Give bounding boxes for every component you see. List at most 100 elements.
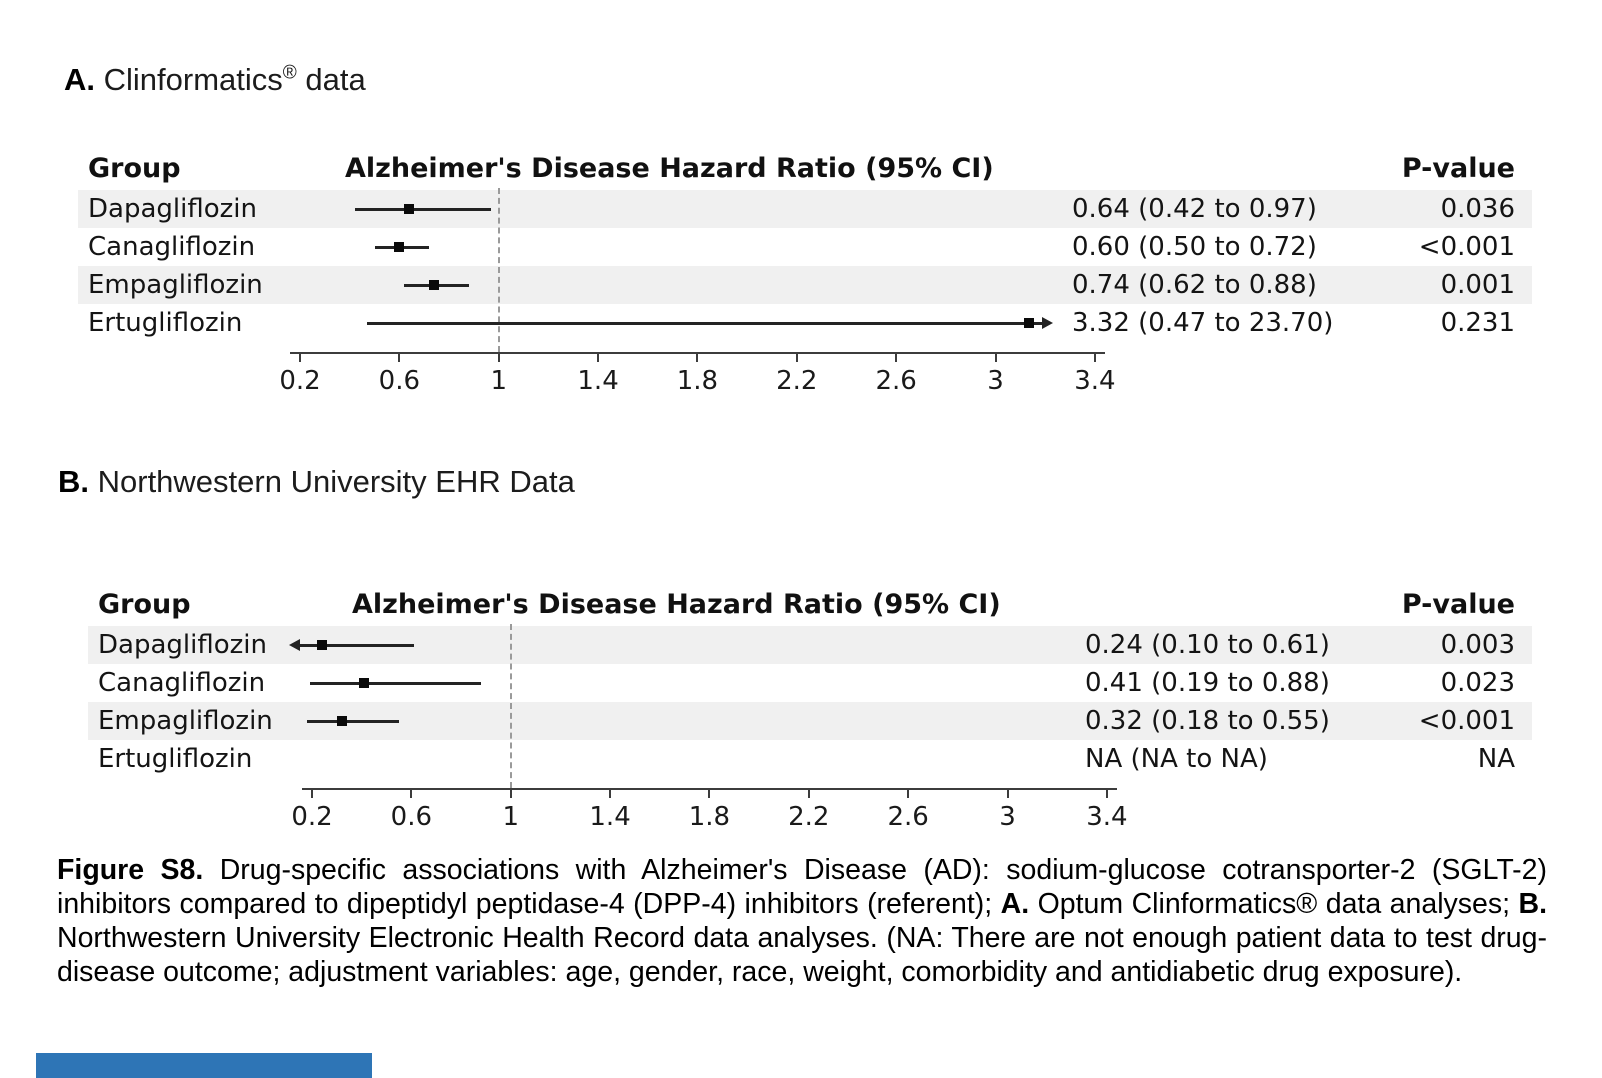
ci-clip-arrow-right: [1042, 317, 1053, 329]
axis-tick-label: 1.8: [676, 366, 719, 396]
axis-tick: [907, 788, 910, 798]
p-value-text: <0.001: [1418, 232, 1515, 262]
reference-line-hr-1: [509, 624, 512, 788]
text-segment: A.: [1000, 888, 1030, 920]
group-label: Ertugliflozin: [98, 744, 253, 774]
axis-tick-label: 1.4: [577, 366, 619, 396]
group-label: Canagliflozin: [88, 232, 256, 262]
text-segment: Drug-specific associations with Alzheime…: [57, 854, 1547, 920]
axis-tick: [509, 788, 512, 798]
axis-tick: [1006, 788, 1009, 798]
axis-tick: [994, 352, 997, 362]
p-value-text: 0.023: [1440, 668, 1515, 698]
hazard-ratio-column-header: Alzheimer's Disease Hazard Ratio (95% CI…: [352, 589, 1001, 620]
axis-tick: [299, 352, 301, 362]
axis-tick-label: 2.2: [788, 802, 830, 832]
p-value-column-header: P-value: [1401, 153, 1515, 184]
partial-next-element-bar: [36, 1053, 372, 1078]
p-value-text: 0.001: [1440, 270, 1515, 300]
point-estimate-marker: [394, 242, 405, 252]
p-value-text: 0.231: [1440, 308, 1515, 338]
ci-line: [367, 321, 1042, 325]
p-value-text: NA: [1477, 744, 1515, 774]
row-stripe: [78, 266, 1532, 304]
group-label: Dapagliflozin: [88, 194, 257, 224]
p-value-text: <0.001: [1418, 706, 1515, 736]
axis-tick-label: 0.2: [291, 802, 333, 832]
point-estimate-marker: [404, 204, 415, 214]
group-column-header: Group: [88, 153, 181, 184]
text-segment: A.: [64, 62, 95, 97]
text-segment: ®: [282, 62, 297, 84]
text-segment: B.: [58, 464, 89, 499]
axis-tick-label: 0.6: [378, 366, 421, 396]
group-label: Empagliflozin: [88, 270, 263, 300]
axis-tick-label: 2.2: [776, 366, 818, 396]
reference-line-hr-1: [497, 188, 500, 352]
group-column-header: Group: [98, 589, 191, 620]
hazard-ratio-column-header: Alzheimer's Disease Hazard Ratio (95% CI…: [345, 153, 994, 184]
axis-tick: [1105, 788, 1108, 798]
ci-line: [309, 681, 481, 685]
axis-tick-label: 1: [490, 366, 507, 396]
axis-tick: [795, 352, 798, 362]
axis-tick: [410, 788, 413, 798]
estimate-ci-text: 0.24 (0.10 to 0.61): [1085, 630, 1330, 660]
text-segment: data: [296, 62, 366, 97]
point-estimate-marker: [336, 716, 347, 726]
panel-a-title: A. Clinformatics® data: [64, 62, 366, 98]
estimate-ci-text: 0.41 (0.19 to 0.88): [1085, 668, 1330, 698]
axis-tick-label: 1.8: [688, 802, 731, 832]
estimate-ci-text: 0.74 (0.62 to 0.88): [1072, 270, 1317, 300]
group-label: Dapagliflozin: [98, 630, 267, 660]
p-value-text: 0.003: [1440, 630, 1515, 660]
text-segment: Figure S8.: [57, 854, 204, 886]
axis-tick: [311, 788, 313, 798]
group-label: Canagliflozin: [98, 668, 266, 698]
axis-tick-label: 3: [987, 366, 1004, 396]
figure-caption: Figure S8. Drug-specific associations wi…: [57, 853, 1547, 989]
panel-b-title: B. Northwestern University EHR Data: [58, 464, 575, 500]
point-estimate-marker: [316, 640, 327, 650]
text-segment: Clinformatics: [95, 62, 283, 97]
axis-tick-label: 1: [502, 802, 519, 832]
text-segment: Optum Clinformatics® data analyses;: [1029, 888, 1519, 920]
axis-tick: [895, 352, 898, 362]
estimate-ci-text: 0.64 (0.42 to 0.97): [1072, 194, 1317, 224]
point-estimate-marker: [359, 678, 370, 688]
axis-tick: [696, 352, 699, 362]
text-segment: B.: [1518, 888, 1548, 920]
estimate-ci-text: 0.60 (0.50 to 0.72): [1072, 232, 1317, 262]
text-segment: Northwestern University Electronic Healt…: [57, 922, 1547, 988]
point-estimate-marker: [1024, 318, 1034, 328]
text-segment: Northwestern University EHR Data: [89, 464, 575, 499]
axis-tick: [1093, 352, 1096, 362]
axis-tick-label: 1.4: [589, 802, 631, 832]
axis-tick-label: 3.4: [1086, 802, 1128, 832]
ci-line: [300, 643, 414, 647]
axis-tick-label: 2.6: [875, 366, 917, 396]
group-label: Ertugliflozin: [88, 308, 243, 338]
axis-tick-label: 0.6: [390, 802, 433, 832]
axis-tick-label: 3: [999, 802, 1016, 832]
axis-tick: [398, 352, 401, 362]
p-value-column-header: P-value: [1401, 589, 1515, 620]
estimate-ci-text: NA (NA to NA): [1085, 744, 1268, 774]
point-estimate-marker: [429, 280, 440, 290]
row-stripe: [78, 190, 1532, 228]
axis-tick: [597, 352, 600, 362]
ci-line: [307, 719, 399, 723]
estimate-ci-text: 0.32 (0.18 to 0.55): [1085, 706, 1330, 736]
axis-tick: [807, 788, 810, 798]
axis-tick-label: 2.6: [887, 802, 929, 832]
axis-tick: [609, 788, 612, 798]
axis-tick-label: 0.2: [279, 366, 321, 396]
axis-tick-label: 3.4: [1074, 366, 1116, 396]
group-label: Empagliflozin: [98, 706, 273, 736]
axis-tick: [497, 352, 500, 362]
p-value-text: 0.036: [1440, 194, 1515, 224]
axis-tick: [708, 788, 711, 798]
ci-line: [354, 207, 492, 211]
estimate-ci-text: 3.32 (0.47 to 23.70): [1072, 308, 1334, 338]
